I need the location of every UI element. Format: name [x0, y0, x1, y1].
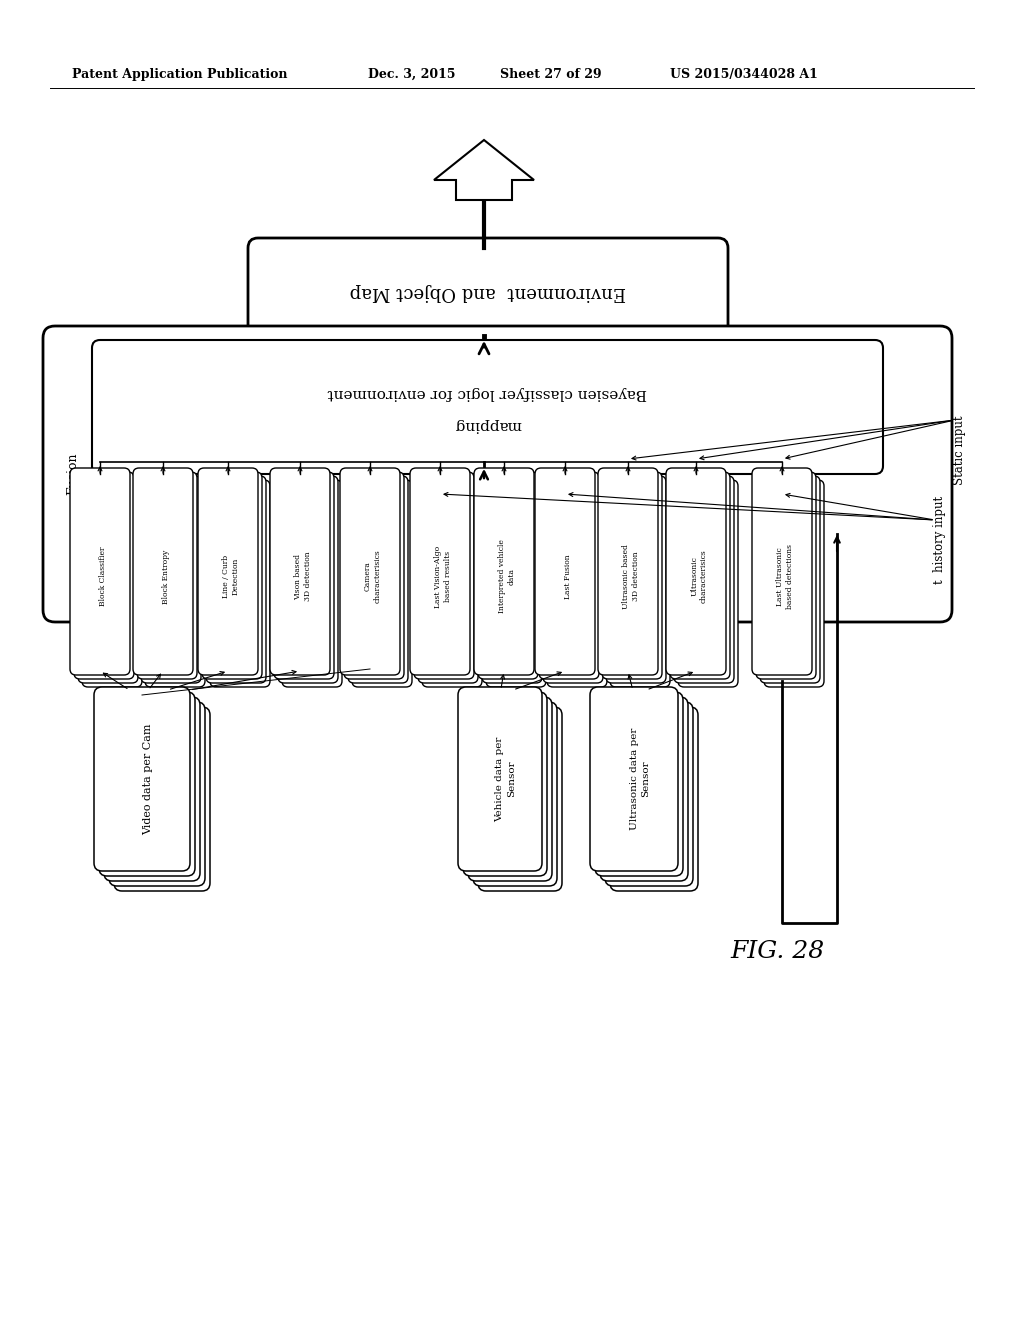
FancyBboxPatch shape [78, 477, 138, 682]
Text: Block Classifier: Block Classifier [99, 546, 106, 606]
FancyBboxPatch shape [478, 708, 562, 891]
FancyBboxPatch shape [278, 477, 338, 682]
FancyBboxPatch shape [666, 469, 726, 675]
Text: Last Fusion: Last Fusion [564, 554, 572, 599]
FancyBboxPatch shape [114, 708, 210, 891]
FancyBboxPatch shape [418, 477, 478, 682]
Text: Ultrasonic data per
Sensor: Ultrasonic data per Sensor [630, 727, 650, 830]
Text: Patent Application Publication: Patent Application Publication [72, 69, 288, 81]
Text: Ultrasonic based
3D detection: Ultrasonic based 3D detection [623, 544, 640, 609]
Text: Camera
characterisics: Camera characterisics [365, 549, 382, 603]
FancyBboxPatch shape [141, 477, 201, 682]
Text: Sheet 27 of 29: Sheet 27 of 29 [500, 69, 602, 81]
Text: Vehicle data per
Sensor: Vehicle data per Sensor [496, 737, 516, 821]
FancyBboxPatch shape [274, 473, 334, 678]
FancyBboxPatch shape [610, 708, 698, 891]
Text: Last Ultrasonic
based detections: Last Ultrasonic based detections [776, 544, 794, 609]
Text: US 2015/0344028 A1: US 2015/0344028 A1 [670, 69, 818, 81]
FancyBboxPatch shape [764, 480, 824, 686]
FancyBboxPatch shape [348, 477, 408, 682]
FancyBboxPatch shape [486, 480, 546, 686]
FancyBboxPatch shape [535, 469, 595, 675]
FancyBboxPatch shape [282, 480, 342, 686]
FancyBboxPatch shape [468, 697, 552, 880]
FancyBboxPatch shape [82, 480, 142, 686]
FancyBboxPatch shape [756, 473, 816, 678]
FancyBboxPatch shape [92, 341, 883, 474]
Text: Environment  and Object Map: Environment and Object Map [350, 282, 626, 301]
FancyBboxPatch shape [94, 686, 190, 871]
FancyBboxPatch shape [674, 477, 734, 682]
FancyBboxPatch shape [340, 469, 400, 675]
Text: t  history input: t history input [934, 496, 946, 583]
FancyBboxPatch shape [463, 692, 547, 876]
FancyBboxPatch shape [210, 480, 270, 686]
FancyBboxPatch shape [137, 473, 197, 678]
FancyBboxPatch shape [543, 477, 603, 682]
Text: Line / Curb
Detection: Line / Curb Detection [222, 554, 240, 598]
FancyBboxPatch shape [547, 480, 607, 686]
FancyBboxPatch shape [70, 469, 130, 675]
FancyBboxPatch shape [606, 477, 666, 682]
FancyBboxPatch shape [539, 473, 599, 678]
FancyBboxPatch shape [414, 473, 474, 678]
FancyBboxPatch shape [482, 477, 542, 682]
Text: FIG. 28: FIG. 28 [730, 940, 824, 964]
FancyBboxPatch shape [605, 702, 693, 886]
FancyBboxPatch shape [410, 469, 470, 675]
Text: Static input: Static input [953, 416, 967, 484]
Text: Bayesien classifyer logic for environment: Bayesien classifyer logic for environmen… [328, 385, 647, 400]
Text: Vison based
3D detection: Vison based 3D detection [294, 552, 312, 602]
FancyBboxPatch shape [270, 469, 330, 675]
Polygon shape [434, 140, 534, 201]
FancyBboxPatch shape [752, 469, 812, 675]
Text: Block Entropy: Block Entropy [162, 549, 170, 603]
FancyBboxPatch shape [133, 469, 193, 675]
FancyBboxPatch shape [458, 686, 542, 871]
Text: Fusion: Fusion [67, 453, 80, 495]
FancyBboxPatch shape [760, 477, 820, 682]
FancyBboxPatch shape [352, 480, 412, 686]
FancyBboxPatch shape [202, 473, 262, 678]
FancyBboxPatch shape [670, 473, 730, 678]
FancyBboxPatch shape [104, 697, 200, 880]
FancyBboxPatch shape [610, 480, 670, 686]
FancyBboxPatch shape [422, 480, 482, 686]
FancyBboxPatch shape [600, 697, 688, 880]
FancyBboxPatch shape [598, 469, 658, 675]
FancyBboxPatch shape [198, 469, 258, 675]
FancyBboxPatch shape [248, 238, 728, 346]
Text: Interpreted vehicle
data: Interpreted vehicle data [498, 540, 516, 614]
Text: Ultrasonic
characterisics: Ultrasonic characterisics [690, 549, 708, 603]
FancyBboxPatch shape [206, 477, 266, 682]
FancyBboxPatch shape [602, 473, 662, 678]
FancyBboxPatch shape [43, 326, 952, 622]
FancyBboxPatch shape [678, 480, 738, 686]
FancyBboxPatch shape [145, 480, 205, 686]
FancyBboxPatch shape [99, 692, 195, 876]
FancyBboxPatch shape [344, 473, 404, 678]
FancyBboxPatch shape [595, 692, 683, 876]
FancyBboxPatch shape [473, 702, 557, 886]
FancyBboxPatch shape [109, 702, 205, 886]
Text: mapping: mapping [454, 418, 521, 432]
FancyBboxPatch shape [474, 469, 534, 675]
FancyBboxPatch shape [478, 473, 538, 678]
Text: Video data per Cam: Video data per Cam [143, 723, 153, 834]
Text: Last Vision-Algo
based results: Last Vision-Algo based results [434, 545, 452, 607]
FancyBboxPatch shape [74, 473, 134, 678]
FancyBboxPatch shape [590, 686, 678, 871]
Text: Dec. 3, 2015: Dec. 3, 2015 [368, 69, 456, 81]
